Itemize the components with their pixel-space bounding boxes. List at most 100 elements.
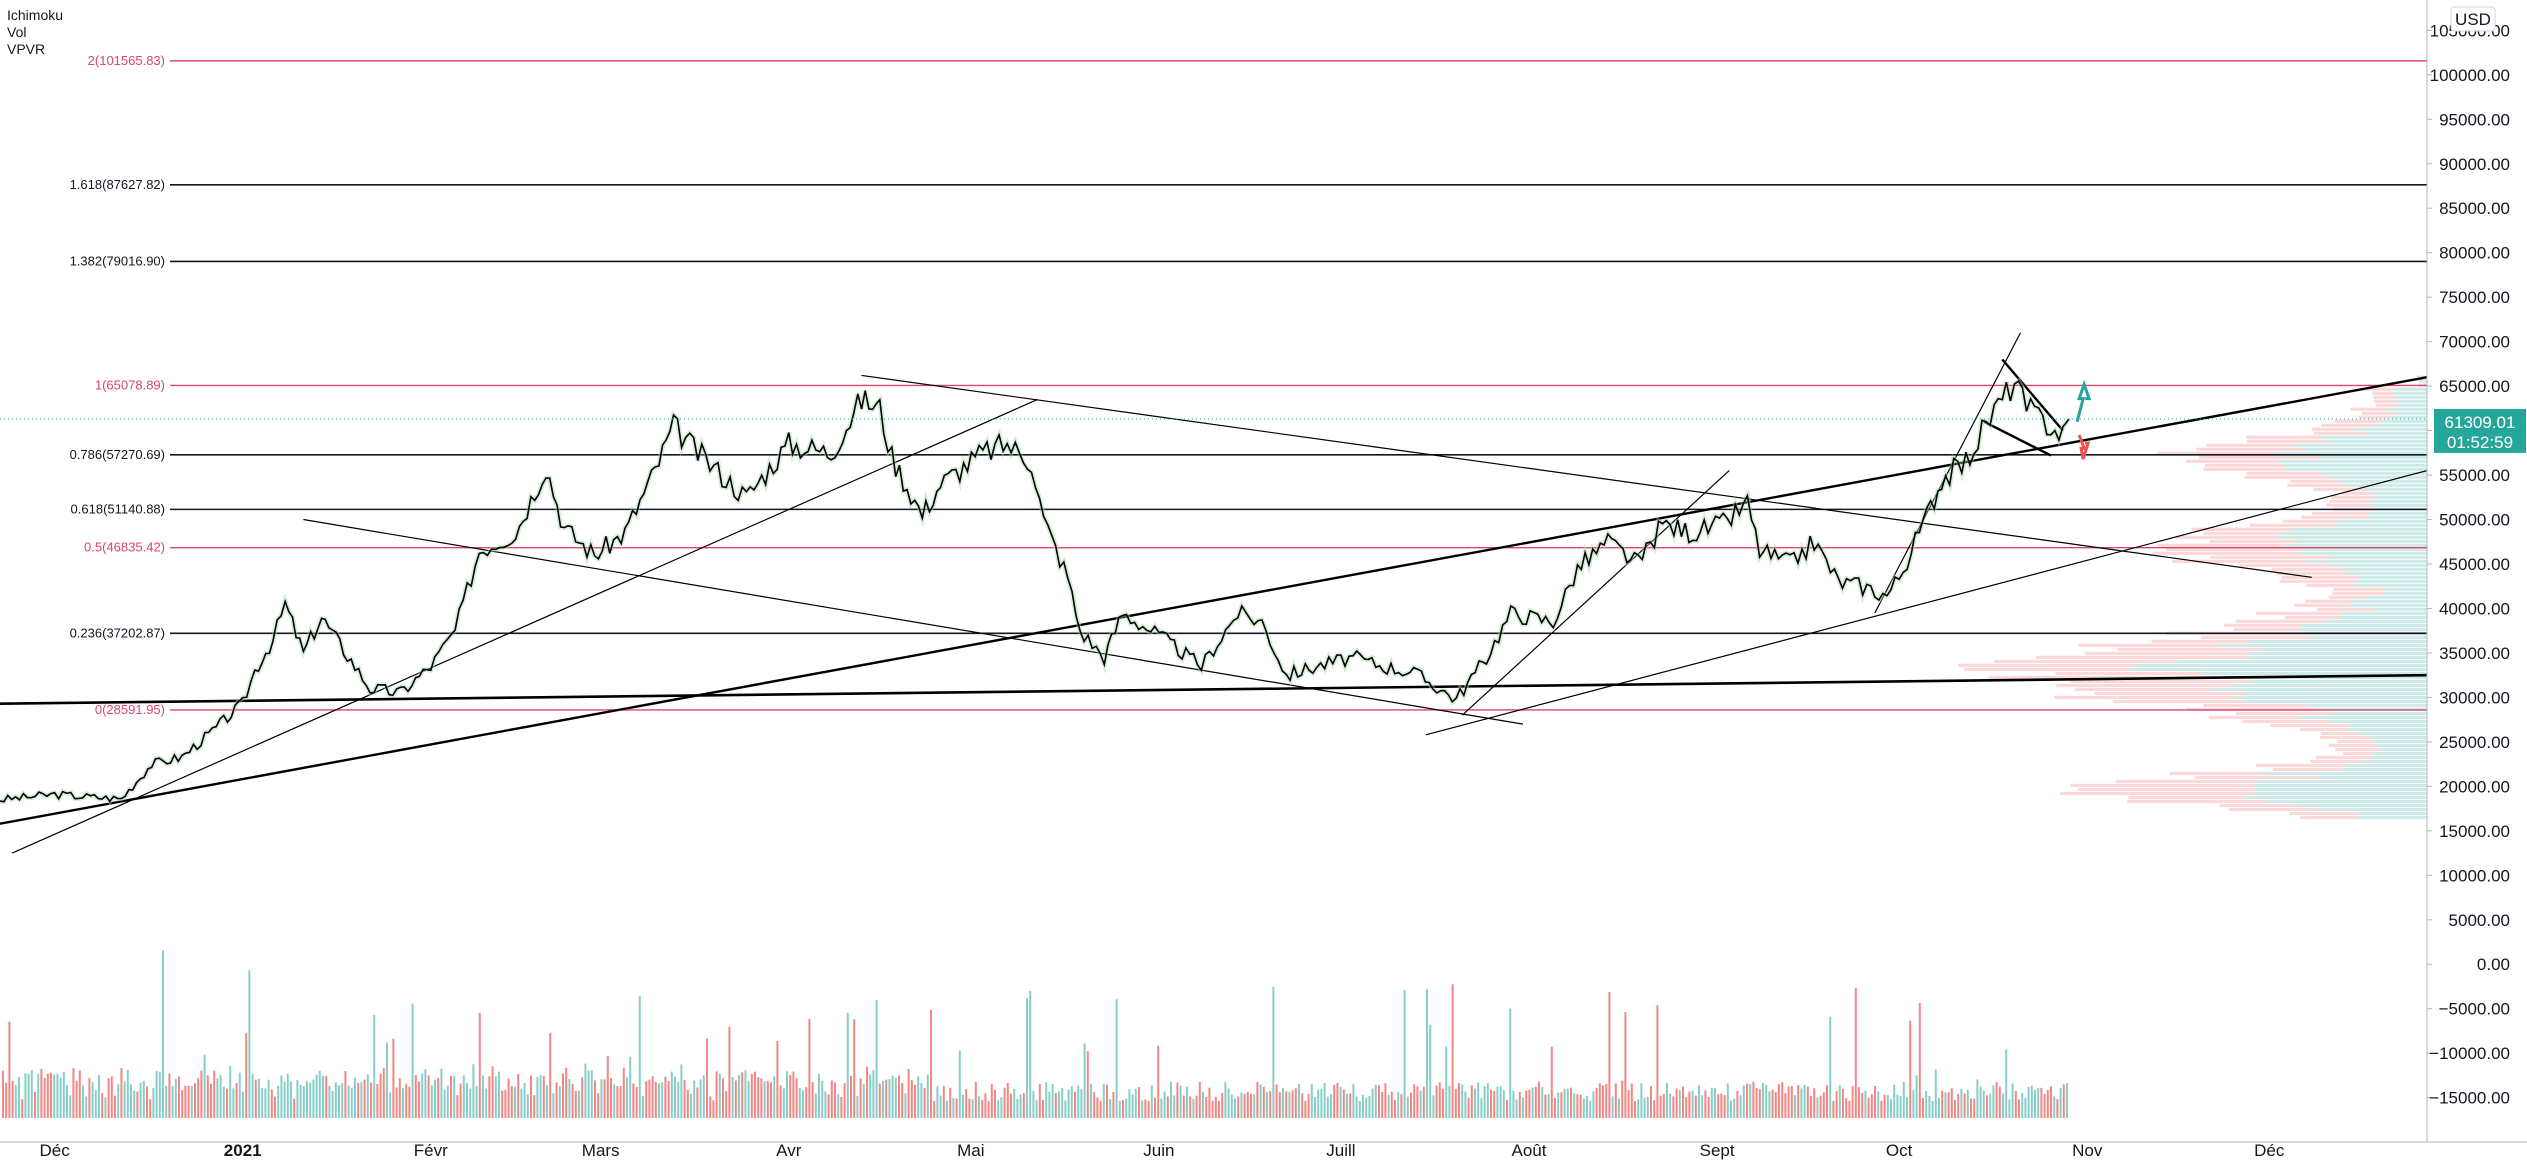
volume-bar [1160, 1098, 1163, 1118]
vpvr-bar [2290, 527, 2427, 531]
volume-bar [1918, 1003, 1921, 1118]
volume-bar [1701, 1095, 1704, 1118]
volume-bar [1330, 1093, 1332, 1118]
trendline[interactable] [1874, 332, 2022, 614]
trendline[interactable] [1425, 470, 2427, 736]
volume-bar [1314, 1097, 1316, 1118]
vpvr-bar [2127, 799, 2268, 804]
volume-bar [632, 1083, 635, 1118]
volume-bar [712, 1100, 715, 1118]
trendline[interactable] [0, 376, 2427, 825]
volume-bar [66, 1085, 68, 1118]
volume-bar [181, 1090, 184, 1118]
volume-bar [382, 1068, 385, 1118]
volume-bar [1224, 1081, 1227, 1118]
volume-bar [1106, 1084, 1108, 1118]
volume-bar [350, 1087, 353, 1118]
volume-bar [1666, 1082, 1668, 1118]
volume-bar [434, 1079, 436, 1118]
vpvr-bar [2281, 575, 2360, 579]
volume-bar [360, 1082, 363, 1118]
volume-bar [648, 1079, 651, 1118]
time-tick-label: Déc [39, 1141, 70, 1160]
volume-bar [514, 1086, 516, 1118]
vpvr-bar [2341, 611, 2427, 615]
vpvr-bar [2347, 727, 2427, 732]
time-axis[interactable]: Déc 2021 Févr Mars Avr Mai Juin Juill Août Sept Oc… [0, 1141, 2527, 1160]
trendline[interactable] [303, 518, 1524, 725]
vpvr-bar [2362, 411, 2398, 415]
volume-bar [174, 1078, 177, 1118]
volume-bar [1682, 1086, 1684, 1118]
volume-bar [1922, 1098, 1924, 1118]
vpvr-bar [2305, 447, 2427, 451]
volume-bar [642, 1096, 644, 1118]
volume-bar [133, 1090, 136, 1118]
volume-bar [594, 1080, 596, 1118]
volume-bar [600, 1079, 603, 1118]
volume-bar [1285, 1091, 1288, 1118]
vpvr-bar [2371, 735, 2427, 740]
trendline[interactable] [861, 374, 2312, 578]
volume-bar [485, 1088, 488, 1118]
trendlines[interactable] [0, 332, 2427, 854]
volume-bar [1566, 1088, 1569, 1118]
volume-bar [1403, 990, 1406, 1118]
volume-bar [1854, 987, 1857, 1118]
volume-bar [398, 1078, 401, 1118]
vpvr-bar [2321, 423, 2377, 427]
volume-bar [542, 1075, 545, 1118]
indicator-vpvr[interactable]: VPVR [7, 41, 45, 57]
volume-bar [613, 1084, 616, 1118]
indicator-vol[interactable]: Vol [7, 24, 26, 40]
volume-bar [859, 1078, 862, 1118]
volume-bar [1096, 1097, 1099, 1118]
volume-bar [520, 1088, 523, 1118]
volume-bar [27, 1073, 30, 1118]
volume-bar [1928, 1095, 1931, 1118]
volume-bar [1598, 1083, 1601, 1118]
volume-bar [590, 1070, 593, 1118]
currency-button[interactable]: USD [2450, 6, 2496, 32]
volume-bar [488, 1076, 491, 1118]
volume-bar [386, 1042, 388, 1118]
trendline[interactable] [11, 398, 1038, 854]
volume-bar [1906, 1097, 1908, 1118]
trendline[interactable] [1983, 420, 2052, 457]
indicator-ichimoku[interactable]: Ichimoku [7, 7, 63, 23]
price-axis[interactable]: 105000.00100000.0095000.0090000.0085000.… [2426, 0, 2510, 1142]
volume-bar [1790, 1086, 1793, 1118]
volume-bar [1378, 1085, 1380, 1118]
volume-bar [1349, 1093, 1352, 1118]
vpvr-bar [2375, 495, 2427, 499]
vpvr-bar [2055, 671, 2203, 675]
trendline[interactable] [0, 673, 2427, 705]
volume-bar [2014, 1090, 2017, 1118]
volume-bar [1845, 1098, 1848, 1118]
volume-bar [1013, 1088, 1016, 1118]
fibonacci-levels[interactable]: 2(101565.83) 1.618(87627.82) 1.382(79016.9… [70, 53, 2427, 717]
price-tick-label: 5000.00 [2449, 911, 2510, 930]
price-tick-label: −10000.00 [2429, 1044, 2510, 1063]
volume-bar [1294, 1088, 1297, 1118]
price-tick-label: 70000.00 [2439, 333, 2510, 352]
vpvr-bar [2372, 751, 2427, 756]
volume-bar [200, 1070, 203, 1118]
trendline[interactable] [1461, 470, 1730, 716]
volume-bar [552, 1093, 555, 1118]
vpvr-bar [2270, 723, 2350, 728]
volume-bar [222, 1086, 225, 1118]
volume-bar [1189, 1096, 1192, 1118]
volume-bar [1576, 1094, 1579, 1118]
volume-bar [357, 1082, 360, 1118]
vpvr-bar [2151, 639, 2251, 643]
volume-bar [1842, 1088, 1844, 1118]
volume-bar [114, 1095, 116, 1118]
volume-bar [1771, 1089, 1774, 1118]
volume-bar [440, 1068, 443, 1118]
volume-bar [152, 1088, 155, 1118]
volume-bar [1861, 1092, 1864, 1118]
vpvr-bar [2329, 719, 2427, 724]
volume-bar [526, 1094, 529, 1118]
